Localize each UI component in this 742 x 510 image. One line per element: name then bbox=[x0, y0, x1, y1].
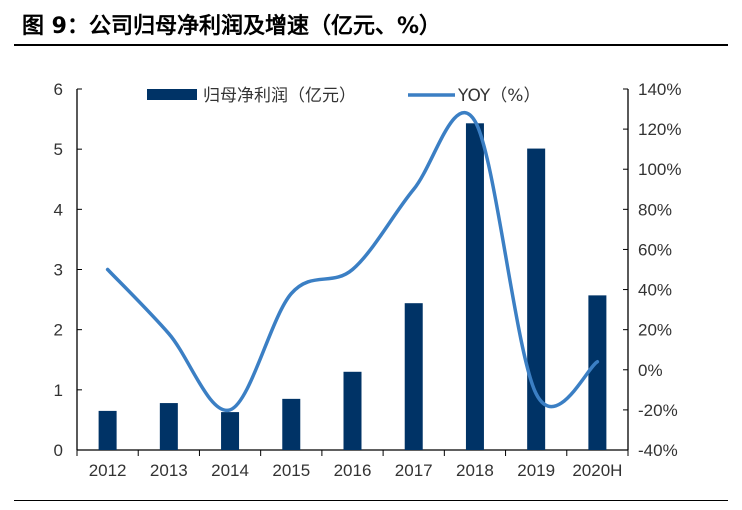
x-tick-label: 2015 bbox=[272, 461, 310, 480]
legend-bar-label: 归母净利润（亿元） bbox=[203, 86, 356, 106]
right-tick-label: 40% bbox=[638, 281, 672, 300]
right-tick-label: -40% bbox=[638, 441, 678, 460]
x-tick-label: 2014 bbox=[211, 461, 249, 480]
left-tick-label: 4 bbox=[54, 200, 63, 219]
right-tick-label: 120% bbox=[638, 120, 681, 139]
right-tick-label: 0% bbox=[638, 361, 663, 380]
bar-2016 bbox=[343, 371, 362, 450]
bar-2017 bbox=[404, 303, 423, 450]
right-tick-label: 140% bbox=[638, 80, 681, 99]
legend-bar-swatch bbox=[147, 89, 197, 100]
bar-2013 bbox=[159, 403, 178, 450]
x-tick-label: 2019 bbox=[517, 461, 555, 480]
left-tick-label: 6 bbox=[54, 80, 63, 99]
x-tick-label: 2020H bbox=[572, 461, 622, 480]
right-tick-label: 100% bbox=[638, 160, 681, 179]
right-tick-label: -20% bbox=[638, 401, 678, 420]
right-tick-label: 60% bbox=[638, 240, 672, 259]
yoy-line bbox=[105, 110, 600, 412]
bar-2018 bbox=[465, 123, 484, 451]
bar-2014 bbox=[221, 412, 240, 450]
x-tick-label: 2017 bbox=[395, 461, 433, 480]
left-tick-label: 0 bbox=[54, 441, 63, 460]
bar-2020H bbox=[588, 295, 607, 450]
left-tick-label: 2 bbox=[54, 321, 63, 340]
bottom-divider bbox=[14, 500, 728, 501]
left-tick-label: 1 bbox=[54, 381, 63, 400]
right-tick-label: 20% bbox=[638, 321, 672, 340]
title-divider bbox=[14, 44, 728, 46]
x-tick-label: 2016 bbox=[334, 461, 372, 480]
x-tick-label: 2018 bbox=[456, 461, 494, 480]
bar-2015 bbox=[282, 398, 301, 450]
left-tick-label: 5 bbox=[54, 140, 63, 159]
left-tick-label: 3 bbox=[54, 261, 63, 280]
x-tick-label: 2012 bbox=[89, 461, 127, 480]
x-tick-label: 2013 bbox=[150, 461, 188, 480]
legend-line-label: YOY（%） bbox=[457, 86, 540, 106]
bar-2012 bbox=[98, 410, 117, 450]
right-tick-label: 80% bbox=[638, 200, 672, 219]
bar-2019 bbox=[527, 148, 546, 450]
chart-title: 图 9：公司归母净利润及增速（亿元、%） bbox=[22, 14, 442, 39]
